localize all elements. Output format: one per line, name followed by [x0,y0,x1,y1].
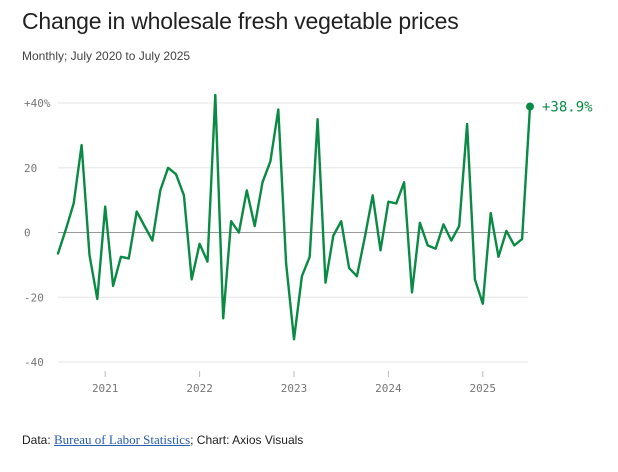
y-tick-label: -20 [24,291,44,304]
annotations: +38.9% [526,100,593,116]
source-prefix: Data: [22,433,55,447]
y-tick-label: -40 [24,356,44,369]
y-tick-label: 0 [24,227,31,240]
gridlines [58,102,528,363]
x-tick-label: 2021 [92,382,119,395]
x-tick-label: 2023 [281,382,308,395]
x-tick-label: 2025 [470,382,497,395]
series-lines [56,93,532,341]
chart-title: Change in wholesale fresh vegetable pric… [22,8,459,34]
y-tick-label: 20 [24,162,37,175]
chart-subtitle: Monthly; July 2020 to July 2025 [22,49,191,63]
line-chart: +40% 20 0 -20 -40 2021 2022 2023 2024 2025 +38.9… [24,93,593,395]
end-value-label: +38.9% [542,100,593,116]
y-tick-label: +40% [24,97,51,110]
x-axis-ticks [104,371,484,377]
source-link[interactable]: Bureau of Labor Statistics [54,432,191,447]
x-tick-label: 2022 [186,382,213,395]
x-axis-labels: 2021 2022 2023 2024 2025 [92,382,496,395]
x-tick-label: 2024 [375,382,402,395]
end-point-marker [526,102,534,111]
source-suffix: ; Chart: Axios Visuals [190,433,304,447]
source-note: Data: Bureau of Labor Statistics; Chart:… [22,432,303,448]
y-axis-labels: +40% 20 0 -20 -40 [24,97,51,369]
series-line [56,93,532,341]
